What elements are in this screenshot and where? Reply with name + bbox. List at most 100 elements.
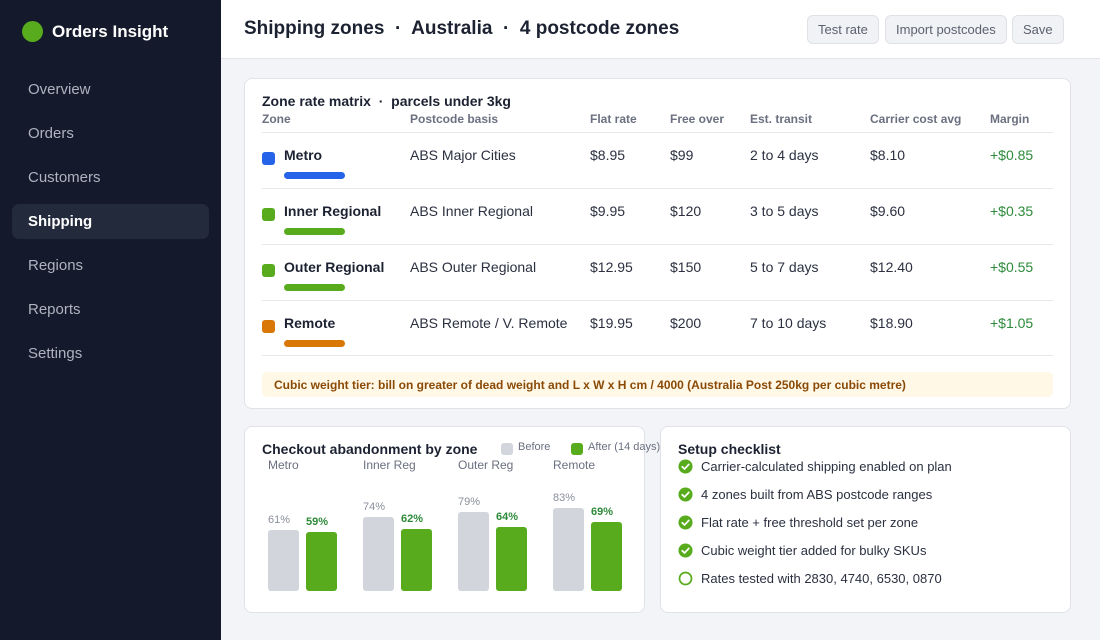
setup-checklist-card: Setup checklist Carrier-calculated shipp… — [660, 426, 1071, 613]
save-button[interactable]: Save — [1012, 15, 1064, 44]
legend-before-swatch — [501, 443, 513, 455]
carrier-cost: $12.40 — [870, 259, 913, 275]
abandonment-chart-card: Checkout abandonment by zone Before Afte… — [244, 426, 660, 613]
import-postcodes-button[interactable]: Import postcodes — [885, 15, 1007, 44]
zone-color-bar — [284, 284, 345, 291]
bar-before — [363, 517, 394, 591]
cubic-weight-note: Cubic weight tier: bill on greater of de… — [262, 372, 1053, 397]
free-over: $150 — [670, 259, 702, 275]
table-row[interactable]: Outer Regional ABS Outer Regional $12.95… — [262, 244, 1053, 300]
data-label: 64% — [496, 511, 518, 523]
check-circle-icon — [678, 515, 693, 530]
column-header-zone: Zone — [262, 112, 291, 126]
zone-name: Metro — [284, 147, 323, 163]
checklist-item[interactable]: Rates tested with 2830, 4740, 6530, 0870 — [678, 571, 942, 586]
margin-value: +$1.05 — [990, 315, 1034, 331]
data-label: 59% — [306, 516, 328, 528]
legend-before-label: Before — [518, 441, 551, 453]
est-transit: 5 to 7 days — [750, 259, 819, 275]
check-circle-icon — [678, 459, 693, 474]
check-circle-icon — [678, 543, 693, 558]
zone-color-swatch — [262, 152, 275, 165]
sidebar-item-label: Regions — [28, 257, 84, 274]
page-header: Shipping zones · Australia · 4 postcode … — [221, 0, 1100, 59]
category-label: Metro — [268, 458, 299, 472]
sidebar-nav: Overview Orders Customers Shipping Regio… — [12, 72, 209, 380]
bar-after — [401, 529, 432, 591]
zone-color-swatch — [262, 208, 275, 221]
zone-color-bar — [284, 172, 345, 179]
checklist-item[interactable]: Cubic weight tier added for bulky SKUs — [678, 543, 926, 558]
flat-rate: $12.95 — [590, 259, 633, 275]
category-label: Outer Reg — [458, 458, 513, 472]
checklist-item-label: Flat rate + free threshold set per zone — [701, 515, 919, 530]
margin-value: +$0.55 — [990, 259, 1034, 275]
flat-rate: $9.95 — [590, 203, 626, 219]
sidebar-item-label: Orders — [28, 125, 74, 142]
column-header-margin: Margin — [990, 112, 1030, 126]
zone-color-swatch — [262, 320, 275, 333]
sidebar-item-orders[interactable]: Orders — [12, 116, 209, 151]
flat-rate: $8.95 — [590, 147, 626, 163]
sidebar-item-label: Shipping — [28, 213, 93, 230]
zone-color-swatch — [262, 264, 275, 277]
category-label: Inner Reg — [363, 458, 416, 472]
bar-after — [591, 522, 622, 591]
sidebar-item-label: Overview — [28, 81, 91, 98]
sidebar-item-reports[interactable]: Reports — [12, 292, 209, 327]
matrix-title: Zone rate matrix · parcels under 3kg — [262, 93, 511, 109]
data-label: 74% — [363, 501, 385, 513]
sidebar-item-customers[interactable]: Customers — [12, 160, 209, 195]
category-label: Remote — [553, 458, 595, 472]
table-row[interactable]: Metro ABS Major Cities $8.95 $99 2 to 4 … — [262, 132, 1053, 188]
zone-name: Remote — [284, 315, 336, 331]
app-name: Orders Insight — [52, 21, 169, 41]
column-header-carrier-cost: Carrier cost avg — [870, 112, 962, 126]
page-title: Shipping zones · Australia · 4 postcode … — [244, 18, 680, 39]
data-label: 62% — [401, 513, 423, 525]
est-transit: 2 to 4 days — [750, 147, 819, 163]
zone-color-bar — [284, 228, 345, 235]
table-row[interactable]: Remote ABS Remote / V. Remote $19.95 $20… — [262, 300, 1053, 356]
postcode-basis: ABS Outer Regional — [410, 259, 537, 275]
data-label: 79% — [458, 496, 480, 508]
bar-after — [496, 527, 527, 591]
margin-value: +$0.85 — [990, 147, 1034, 163]
sidebar-item-label: Settings — [28, 345, 83, 362]
sidebar-item-regions[interactable]: Regions — [12, 248, 209, 283]
column-header-postcode-basis: Postcode basis — [410, 112, 499, 126]
data-label: 69% — [591, 506, 613, 518]
free-over: $120 — [670, 203, 702, 219]
checklist-item-label: Carrier-calculated shipping enabled on p… — [701, 459, 952, 474]
check-circle-icon — [678, 487, 693, 502]
data-label: 83% — [553, 492, 575, 504]
checklist-item[interactable]: Flat rate + free threshold set per zone — [678, 515, 918, 530]
postcode-basis: ABS Major Cities — [410, 147, 516, 163]
empty-circle-icon — [678, 571, 693, 586]
free-over: $200 — [670, 315, 702, 331]
brand[interactable]: Orders Insight — [22, 21, 168, 42]
table-row[interactable]: Inner Regional ABS Inner Regional $9.95 … — [262, 188, 1053, 244]
checklist-item-label: 4 zones built from ABS postcode ranges — [701, 487, 933, 502]
data-label: 61% — [268, 514, 290, 526]
checklist-item[interactable]: 4 zones built from ABS postcode ranges — [678, 487, 932, 502]
zone-name: Outer Regional — [284, 259, 385, 275]
est-transit: 3 to 5 days — [750, 203, 819, 219]
bar-before — [553, 508, 584, 591]
sidebar-item-settings[interactable]: Settings — [12, 336, 209, 371]
checklist-item[interactable]: Carrier-calculated shipping enabled on p… — [678, 459, 952, 474]
column-header-flat-rate: Flat rate — [590, 112, 637, 126]
checklist-item-label: Rates tested with 2830, 4740, 6530, 0870 — [701, 571, 942, 586]
sidebar-item-shipping[interactable]: Shipping — [12, 204, 209, 239]
brand-logo-icon — [22, 21, 43, 42]
bar-before — [458, 512, 489, 591]
bar-before — [268, 530, 299, 591]
chart-title: Checkout abandonment by zone — [262, 441, 478, 457]
test-rate-button[interactable]: Test rate — [807, 15, 879, 44]
zone-rate-matrix-card: Zone rate matrix · parcels under 3kg Zon… — [244, 78, 1071, 409]
sidebar-item-overview[interactable]: Overview — [12, 72, 209, 107]
column-header-est-transit: Est. transit — [750, 112, 813, 126]
free-over: $99 — [670, 147, 694, 163]
zone-name: Inner Regional — [284, 203, 382, 219]
carrier-cost: $9.60 — [870, 203, 906, 219]
